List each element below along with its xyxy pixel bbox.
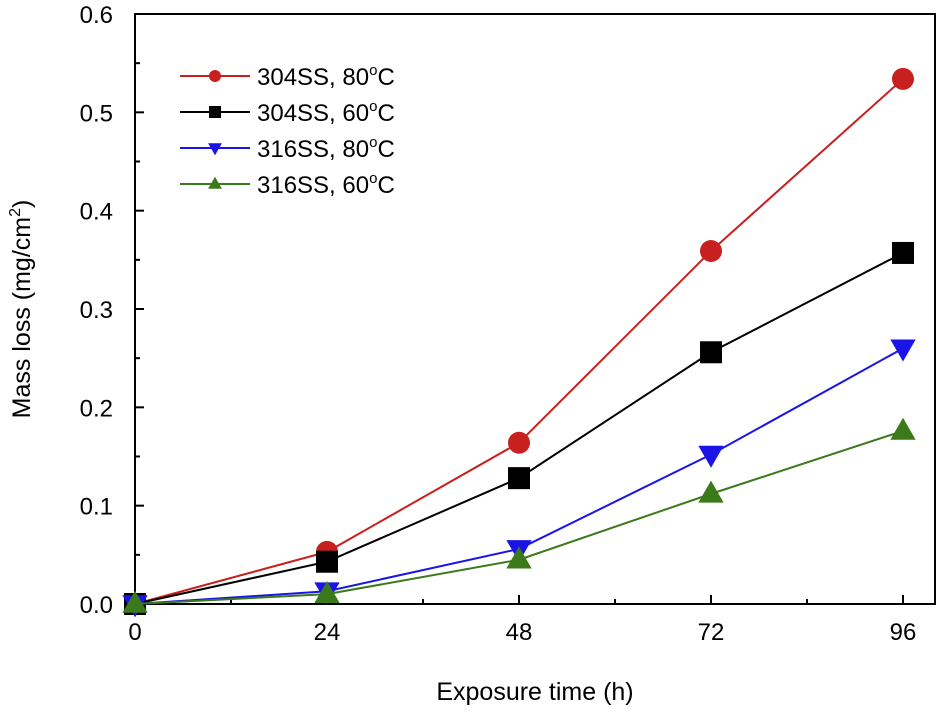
y-axis-label: Mass loss (mg/cm2) — [7, 200, 36, 419]
series-0 — [124, 67, 914, 615]
legend-item: 304SS, 80oC — [180, 62, 395, 91]
data-point — [892, 241, 914, 264]
legend-label: 304SS, 80oC — [257, 62, 395, 91]
x-tick-label: 0 — [128, 619, 141, 646]
legend: 304SS, 80oC 304SS, 60oC 316SS, 80oC 316SS, … — [180, 62, 395, 199]
data-point — [892, 67, 914, 90]
data-point — [508, 467, 530, 490]
series-group — [122, 67, 916, 618]
data-point — [698, 445, 724, 468]
data-point — [700, 341, 722, 364]
y-tick-label: 0.6 — [80, 2, 113, 29]
data-point — [316, 550, 338, 573]
legend-marker — [208, 176, 222, 189]
x-tick-label: 96 — [890, 619, 917, 646]
y-tick-label: 0.4 — [80, 199, 113, 226]
data-point — [122, 590, 148, 613]
legend-item: 304SS, 60oC — [180, 98, 395, 127]
legend-item: 316SS, 60oC — [180, 170, 395, 199]
series-1 — [124, 241, 914, 615]
y-tick-label: 0.1 — [80, 494, 113, 521]
legend-item: 316SS, 80oC — [180, 134, 395, 163]
data-point — [890, 339, 916, 362]
y-tick-label: 0.2 — [80, 395, 113, 422]
legend-label: 316SS, 60oC — [257, 170, 395, 199]
data-point — [508, 431, 530, 454]
data-point — [314, 580, 340, 603]
legend-marker — [208, 143, 222, 156]
data-point — [506, 546, 532, 569]
data-point — [890, 417, 916, 440]
legend-marker — [209, 106, 221, 118]
y-tick-label: 0.0 — [80, 592, 113, 619]
legend-marker — [209, 70, 221, 82]
data-point — [698, 480, 724, 503]
x-tick-label: 72 — [698, 619, 725, 646]
y-tick-label: 0.3 — [80, 297, 113, 324]
y-tick-label: 0.5 — [80, 100, 113, 127]
data-point — [700, 239, 722, 262]
axes: 0 24 48 72 96 0.0 0.1 0.2 0.3 0.4 0.5 0.6 — [80, 2, 936, 646]
x-tick-label: 48 — [506, 619, 533, 646]
x-axis-label: Exposure time (h) — [436, 678, 633, 706]
series-line — [134, 78, 904, 605]
plot-frame — [134, 13, 936, 605]
legend-label: 304SS, 60oC — [257, 98, 395, 127]
x-tick-label: 24 — [314, 619, 341, 646]
series-3 — [122, 417, 916, 613]
legend-label: 316SS, 80oC — [257, 134, 395, 163]
